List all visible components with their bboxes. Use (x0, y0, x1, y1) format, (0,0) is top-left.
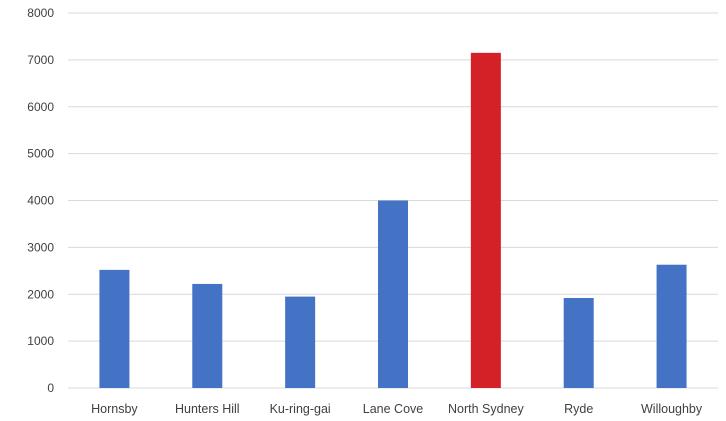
bar-willoughby (656, 264, 687, 388)
x-category-label: North Sydney (448, 402, 524, 416)
x-category-label: Ku-ring-gai (270, 402, 331, 416)
y-tick-label: 7000 (27, 53, 54, 67)
bar-hunters-hill (192, 283, 223, 388)
bar-north-sydney (470, 52, 501, 388)
bars (99, 52, 687, 388)
y-tick-label: 0 (47, 381, 54, 395)
y-tick-label: 1000 (27, 334, 54, 348)
x-axis-category-labels: Hornsby Hunters Hill Ku-ring-gai Lane Cove N… (91, 402, 703, 416)
y-tick-label: 8000 (27, 6, 54, 20)
x-category-label: Hunters Hill (175, 402, 240, 416)
bar-hornsby (99, 269, 130, 388)
y-tick-label: 2000 (27, 287, 54, 301)
y-tick-label: 3000 (27, 240, 54, 254)
x-category-label: Lane Cove (363, 402, 424, 416)
y-axis-tick-labels: 0 1000 2000 3000 4000 5000 6000 7000 8000 (27, 6, 54, 395)
x-category-label: Hornsby (91, 402, 138, 416)
y-tick-label: 6000 (27, 100, 54, 114)
x-category-label: Ryde (564, 402, 593, 416)
bar-ku-ring-gai (285, 296, 316, 388)
y-tick-label: 4000 (27, 194, 54, 208)
x-category-label: Willoughby (641, 402, 703, 416)
bar-ryde (563, 298, 594, 388)
bar-lane-cove (378, 200, 408, 388)
y-tick-label: 5000 (27, 147, 54, 161)
